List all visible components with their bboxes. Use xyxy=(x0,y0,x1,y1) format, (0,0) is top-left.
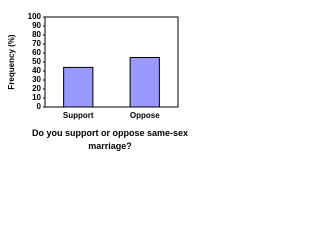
y-tick-label: 100 xyxy=(28,12,42,21)
y-tick-label: 10 xyxy=(32,93,41,102)
y-tick-label: 40 xyxy=(32,66,41,75)
y-tick-label: 20 xyxy=(32,84,41,93)
y-tick-label: 50 xyxy=(32,57,41,66)
y-tick-label: 70 xyxy=(32,39,41,48)
y-axis-label: Frequency (%) xyxy=(7,34,16,89)
x-axis-label: Do you support or oppose same-sex marria… xyxy=(31,128,189,151)
y-tick-label: 90 xyxy=(32,21,41,30)
x-tick-label: Oppose xyxy=(130,111,160,120)
y-tick-label: 60 xyxy=(32,48,41,57)
bar xyxy=(63,66,94,108)
y-tick-label: 80 xyxy=(32,30,41,39)
y-tick-label: 0 xyxy=(37,102,42,111)
x-tick-label: Support xyxy=(63,111,94,120)
y-tick-label: 30 xyxy=(32,75,41,84)
bar xyxy=(129,57,160,108)
chart-page: Frequency (%) 0 10 20 30 40 50 60 70 80 90 100 Supp… xyxy=(0,0,200,167)
